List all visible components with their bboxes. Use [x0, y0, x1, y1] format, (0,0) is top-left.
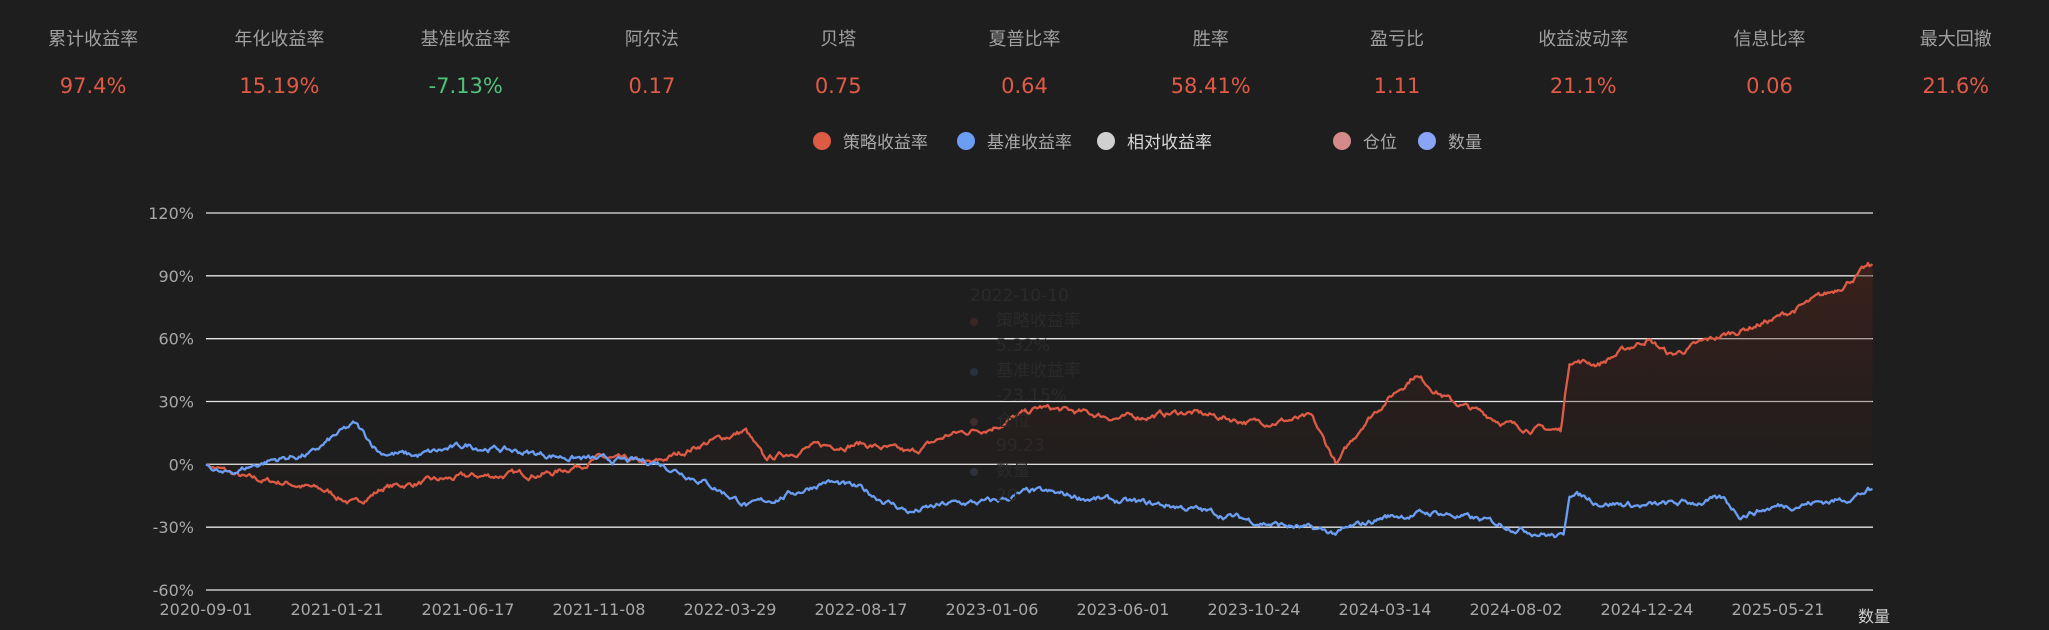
tooltip-value: 20 [996, 486, 1018, 506]
stat-label: 阿尔法 [624, 29, 679, 50]
x-tick-label: 2022-08-17 [815, 600, 908, 619]
stat-value: 1.11 [1373, 74, 1421, 98]
stat-label: 夏普比率 [988, 29, 1061, 50]
stat-label: 年化收益率 [234, 29, 325, 50]
tooltip-dot-icon [970, 467, 978, 476]
y-tick-label: 30% [158, 393, 194, 412]
x-tick-label: 2023-06-01 [1077, 600, 1170, 619]
secondary-axis-label: 数量 [1858, 607, 1890, 626]
y-tick-label: 90% [158, 267, 194, 286]
stats-row: 累计收益率 97.4% 年化收益率 15.19% 基准收益率 -7.13% 阿尔法 0.17 贝… [0, 26, 2049, 100]
stat-label: 胜率 [1192, 29, 1229, 50]
tooltip-item: 基准收益率 -23.15% [970, 359, 1081, 409]
legend-label: 策略收益率 [843, 133, 928, 153]
strategy-area [206, 263, 1873, 504]
legend-label: 仓位 [1363, 133, 1397, 153]
stat-label: 信息比率 [1733, 29, 1806, 50]
tooltip-dot-icon [970, 417, 978, 426]
stat-label: 贝塔 [820, 29, 857, 50]
legend-dot-icon [1418, 131, 1436, 150]
x-tick-label: 2021-06-17 [422, 600, 515, 619]
tooltip-name: 数量 [996, 461, 1030, 481]
chart-tooltip: 2022-10-10 策略收益率 5.32% 基准收益率 -23.15% 仓位 99.23… [970, 284, 1081, 509]
stat-4: 贝塔 0.75 [745, 26, 931, 100]
stat-value: 15.19% [239, 74, 320, 98]
series-line-0 [205, 261, 1874, 505]
tooltip-value: 5.32% [996, 336, 1051, 356]
stat-value: -7.13% [428, 74, 503, 98]
y-tick-label: 120% [148, 204, 194, 223]
series-line-1 [205, 420, 1873, 539]
stat-label: 基准收益率 [420, 29, 511, 50]
x-tick-label: 2022-03-29 [684, 600, 777, 619]
tooltip-date: 2022-10-10 [970, 286, 1069, 306]
stat-label: 收益波动率 [1538, 29, 1629, 50]
tooltip-name: 基准收益率 [996, 361, 1081, 381]
stat-value: 0.75 [814, 74, 862, 98]
stat-8: 收益波动率 21.1% [1490, 26, 1676, 100]
legend-dot-icon [957, 131, 975, 150]
y-tick-label: 0% [169, 455, 194, 474]
stat-10: 最大回撤 21.6% [1863, 26, 2049, 100]
legend-label: 相对收益率 [1127, 133, 1212, 153]
x-tick-label: 2024-12-24 [1601, 600, 1694, 619]
legend-dot-icon [1333, 131, 1351, 150]
stat-value: 0.17 [628, 74, 676, 98]
stat-value: 0.64 [1001, 74, 1048, 98]
legend-dot-icon [1097, 131, 1115, 150]
tooltip-name: 仓位 [996, 411, 1030, 431]
tooltip-name: 策略收益率 [996, 311, 1081, 331]
legend-item-1[interactable]: 基准收益率 [957, 128, 1072, 153]
stat-3: 阿尔法 0.17 [559, 26, 745, 100]
stat-9: 信息比率 0.06 [1676, 26, 1862, 100]
x-tick-label: 2023-10-24 [1208, 600, 1301, 619]
legend-item-3[interactable]: 仓位 [1333, 128, 1397, 153]
chart-legend: 策略收益率 基准收益率 相对收益率 仓位 数量 [0, 128, 2049, 154]
tooltip-value: -23.15% [996, 386, 1067, 406]
legend-label: 数量 [1448, 133, 1482, 153]
stat-label: 盈亏比 [1369, 29, 1424, 50]
stat-6: 胜率 58.41% [1118, 26, 1304, 100]
x-tick-label: 2021-01-21 [291, 600, 384, 619]
x-tick-label: 2023-01-06 [946, 600, 1039, 619]
tooltip-value: 99.23 [996, 436, 1045, 456]
legend-item-4[interactable]: 数量 [1418, 128, 1482, 153]
stat-2: 基准收益率 -7.13% [373, 26, 559, 100]
legend-item-2[interactable]: 相对收益率 [1097, 128, 1212, 153]
x-tick-label: 2021-11-08 [553, 600, 646, 619]
tooltip-dot-icon [970, 317, 978, 326]
y-tick-label: 60% [158, 330, 194, 349]
stat-value: 21.1% [1549, 74, 1617, 98]
y-tick-label: -30% [153, 518, 194, 537]
x-tick-label: 2024-03-14 [1339, 600, 1432, 619]
tooltip-dot-icon [970, 367, 978, 376]
stat-value: 97.4% [59, 74, 127, 98]
tooltip-item: 数量 20 [970, 459, 1081, 509]
stat-7: 盈亏比 1.11 [1304, 26, 1490, 100]
stat-label: 累计收益率 [48, 29, 139, 50]
legend-item-0[interactable]: 策略收益率 [813, 128, 928, 153]
stat-value: 0.06 [1746, 74, 1793, 98]
stat-value: 21.6% [1922, 74, 1990, 98]
legend-label: 基准收益率 [987, 133, 1072, 153]
x-tick-label: 2025-05-21 [1732, 600, 1825, 619]
stat-5: 夏普比率 0.64 [931, 26, 1117, 100]
x-tick-label: 2024-08-02 [1470, 600, 1563, 619]
stat-value: 58.41% [1170, 74, 1251, 98]
tooltip-item: 策略收益率 5.32% [970, 309, 1081, 359]
stat-1: 年化收益率 15.19% [186, 26, 372, 100]
tooltip-item: 仓位 99.23 [970, 409, 1081, 459]
legend-dot-icon [813, 131, 831, 150]
stat-label: 最大回撤 [1919, 29, 1992, 50]
stat-0: 累计收益率 97.4% [0, 26, 186, 100]
y-tick-label: -60% [153, 581, 194, 600]
x-tick-label: 2020-09-01 [160, 600, 253, 619]
